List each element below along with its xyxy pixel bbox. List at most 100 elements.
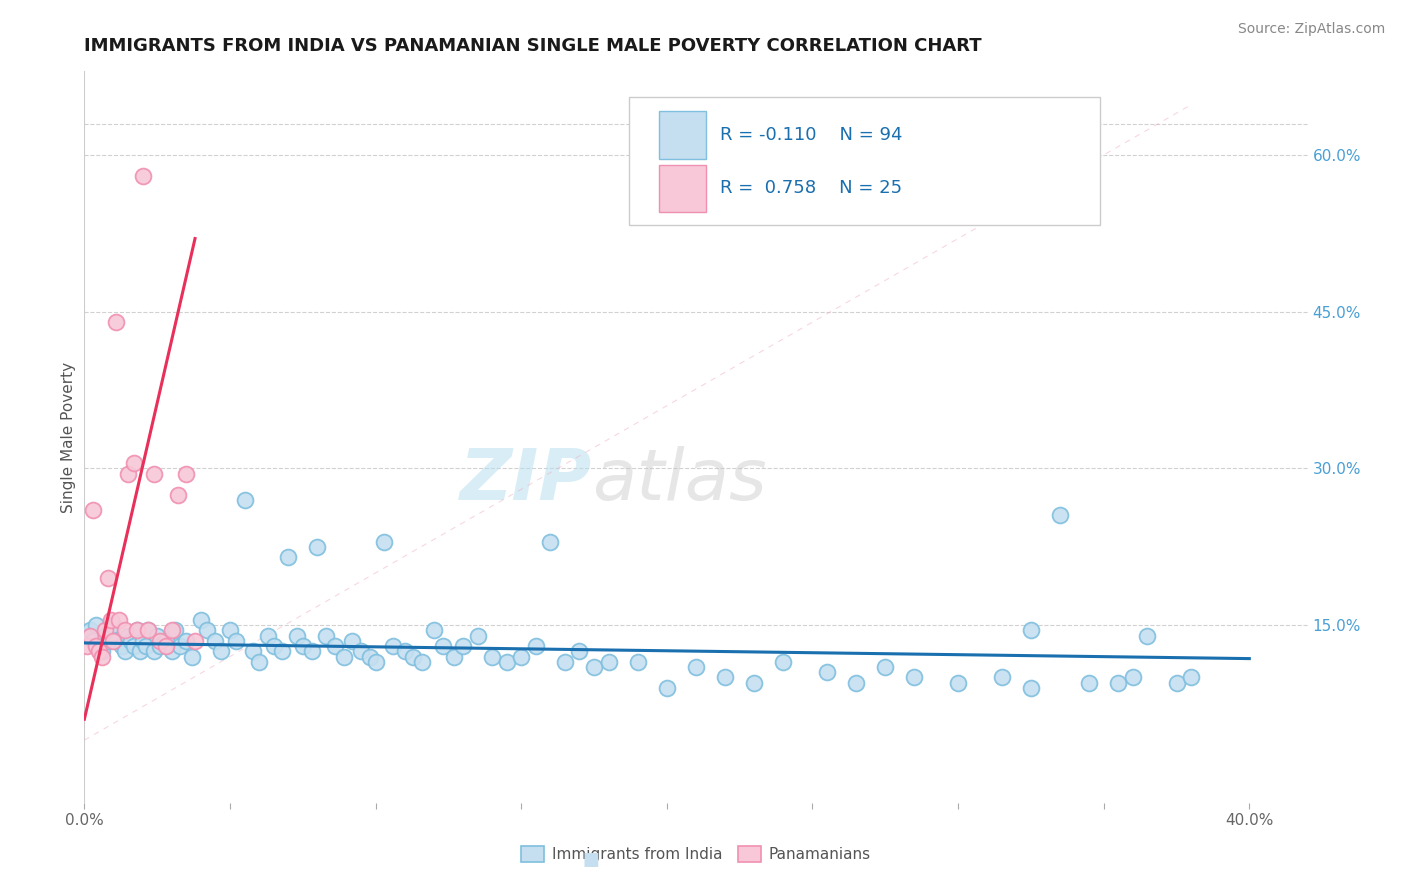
Point xyxy=(149,639,172,653)
Point xyxy=(100,624,122,638)
Text: Source: ZipAtlas.com: Source: ZipAtlas.com xyxy=(1237,22,1385,37)
Point xyxy=(845,675,868,690)
Point xyxy=(394,644,416,658)
Point xyxy=(93,624,115,638)
Point xyxy=(815,665,838,680)
Point xyxy=(875,660,897,674)
Point xyxy=(538,534,561,549)
Point xyxy=(554,655,576,669)
Point xyxy=(155,639,177,653)
Point xyxy=(411,655,433,669)
Text: IMMIGRANTS FROM INDIA VS PANAMANIAN SINGLE MALE POVERTY CORRELATION CHART: IMMIGRANTS FROM INDIA VS PANAMANIAN SING… xyxy=(84,37,981,54)
Point xyxy=(122,456,145,470)
Point xyxy=(174,467,197,481)
Point xyxy=(510,649,533,664)
Point xyxy=(1166,675,1188,690)
Point xyxy=(373,534,395,549)
Point xyxy=(155,633,177,648)
Point xyxy=(219,624,242,638)
Point xyxy=(174,633,197,648)
Point xyxy=(138,624,160,638)
Point xyxy=(257,629,280,643)
Legend: Immigrants from India, Panamanians: Immigrants from India, Panamanians xyxy=(516,840,876,868)
Point xyxy=(285,629,308,643)
Point xyxy=(1122,670,1144,684)
Point xyxy=(149,633,172,648)
Y-axis label: Single Male Poverty: Single Male Poverty xyxy=(60,361,76,513)
Bar xyxy=(659,112,706,159)
Point xyxy=(323,639,346,653)
Point xyxy=(97,571,120,585)
Point xyxy=(79,624,101,638)
Point xyxy=(169,639,191,653)
Point xyxy=(105,633,128,648)
Point xyxy=(143,467,166,481)
Point xyxy=(100,613,122,627)
Point xyxy=(82,633,104,648)
Point xyxy=(495,655,517,669)
Point xyxy=(1019,624,1042,638)
Point xyxy=(114,644,136,658)
Point xyxy=(432,639,454,653)
Point xyxy=(233,492,256,507)
Point xyxy=(1180,670,1202,684)
Point xyxy=(1136,629,1159,643)
Point xyxy=(76,629,98,643)
Point xyxy=(315,629,337,643)
Point xyxy=(247,655,270,669)
Point xyxy=(307,540,329,554)
Point xyxy=(524,639,547,653)
Point xyxy=(87,644,110,658)
Point xyxy=(79,629,101,643)
Point xyxy=(114,624,136,638)
Point xyxy=(242,644,264,658)
Point xyxy=(382,639,405,653)
Point xyxy=(105,315,128,329)
Point xyxy=(204,633,226,648)
Point xyxy=(117,629,139,643)
Point xyxy=(135,639,157,653)
Point xyxy=(685,660,707,674)
Point xyxy=(291,639,314,653)
Point xyxy=(402,649,425,664)
Bar xyxy=(659,165,706,212)
Point xyxy=(271,644,294,658)
Point xyxy=(76,639,98,653)
Text: R =  0.758    N = 25: R = 0.758 N = 25 xyxy=(720,179,903,197)
Point xyxy=(117,467,139,481)
Text: atlas: atlas xyxy=(592,447,766,516)
Point xyxy=(263,639,285,653)
Point xyxy=(350,644,373,658)
Point xyxy=(451,639,474,653)
Point xyxy=(87,639,110,653)
Point xyxy=(103,633,125,648)
Point xyxy=(93,629,115,643)
Point xyxy=(84,639,107,653)
Point xyxy=(1107,675,1129,690)
Point xyxy=(184,633,207,648)
Point xyxy=(111,639,134,653)
Point xyxy=(103,618,125,632)
Point xyxy=(364,655,387,669)
Point xyxy=(903,670,925,684)
Point xyxy=(190,613,212,627)
Point xyxy=(84,618,107,632)
Point xyxy=(131,169,153,183)
Point xyxy=(277,550,299,565)
Point xyxy=(301,644,323,658)
Point xyxy=(772,655,794,669)
Point xyxy=(1049,508,1071,523)
Point xyxy=(195,624,218,638)
Point xyxy=(163,624,186,638)
Text: ▪: ▪ xyxy=(581,844,600,872)
Point xyxy=(160,644,183,658)
Point xyxy=(598,655,620,669)
Point xyxy=(125,624,148,638)
Point xyxy=(181,649,204,664)
Point xyxy=(122,639,145,653)
Point xyxy=(714,670,737,684)
Point xyxy=(143,644,166,658)
FancyBboxPatch shape xyxy=(628,97,1099,225)
Point xyxy=(138,624,160,638)
Point xyxy=(946,675,969,690)
